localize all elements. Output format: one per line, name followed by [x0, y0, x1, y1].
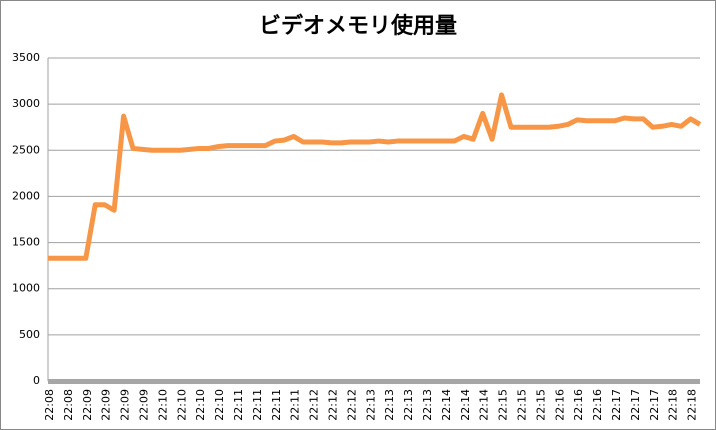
- x-tick-label: 22:13: [421, 389, 434, 421]
- x-tick-label: 22:15: [497, 389, 510, 421]
- x-axis: [48, 379, 700, 384]
- x-tick-label: 22:09: [81, 389, 94, 421]
- x-tick-label: 22:14: [478, 389, 491, 421]
- y-tick-label: 1000: [12, 282, 40, 295]
- y-tick-label: 1500: [12, 236, 40, 249]
- x-tick-label: 22:10: [156, 389, 169, 421]
- x-tick-label: 22:12: [308, 389, 321, 421]
- x-tick-label: 22:08: [43, 389, 56, 421]
- x-tick-label: 22:11: [232, 389, 245, 421]
- x-tick-label: 22:15: [534, 389, 547, 421]
- y-tick-label: 500: [19, 328, 40, 341]
- x-tick-label: 22:17: [648, 389, 661, 421]
- x-tick-label: 22:13: [383, 389, 396, 421]
- x-tick-label: 22:10: [194, 389, 207, 421]
- x-tick-label: 22:09: [119, 389, 132, 421]
- x-tick-label: 22:15: [515, 389, 528, 421]
- y-tick-label: 3500: [12, 51, 40, 64]
- x-tick-label: 22:12: [326, 389, 339, 421]
- y-tick-label: 3000: [12, 97, 40, 110]
- x-tick-label: 22:11: [251, 389, 264, 421]
- x-tick-label: 22:11: [270, 389, 283, 421]
- x-tick-label: 22:10: [175, 389, 188, 421]
- x-tick-label: 22:17: [629, 389, 642, 421]
- x-tick-label: 22:11: [289, 389, 302, 421]
- x-tick-label: 22:09: [137, 389, 150, 421]
- x-tick-label: 22:14: [459, 389, 472, 421]
- x-tick-label: 22:09: [100, 389, 113, 421]
- x-tick-label: 22:14: [440, 389, 453, 421]
- x-tick-label: 22:18: [667, 389, 680, 421]
- x-tick-label: 22:16: [572, 389, 585, 421]
- x-tick-label: 22:08: [62, 389, 75, 421]
- x-tick-label: 22:12: [345, 389, 358, 421]
- chart-title: ビデオメモリ使用量: [259, 13, 457, 39]
- data-line: [48, 92, 702, 261]
- x-tick-label: 22:13: [402, 389, 415, 421]
- x-tick-label: 22:16: [553, 389, 566, 421]
- y-tick-label: 2500: [12, 143, 40, 156]
- y-tick-label: 2000: [12, 189, 40, 202]
- x-tick-label: 22:10: [213, 389, 226, 421]
- x-tick-label: 22:16: [591, 389, 604, 421]
- x-tick-label: 22:13: [364, 389, 377, 421]
- y-tick-label: 0: [33, 374, 40, 387]
- x-tick-label: 22:18: [686, 389, 699, 421]
- x-tick-label: 22:17: [610, 389, 623, 421]
